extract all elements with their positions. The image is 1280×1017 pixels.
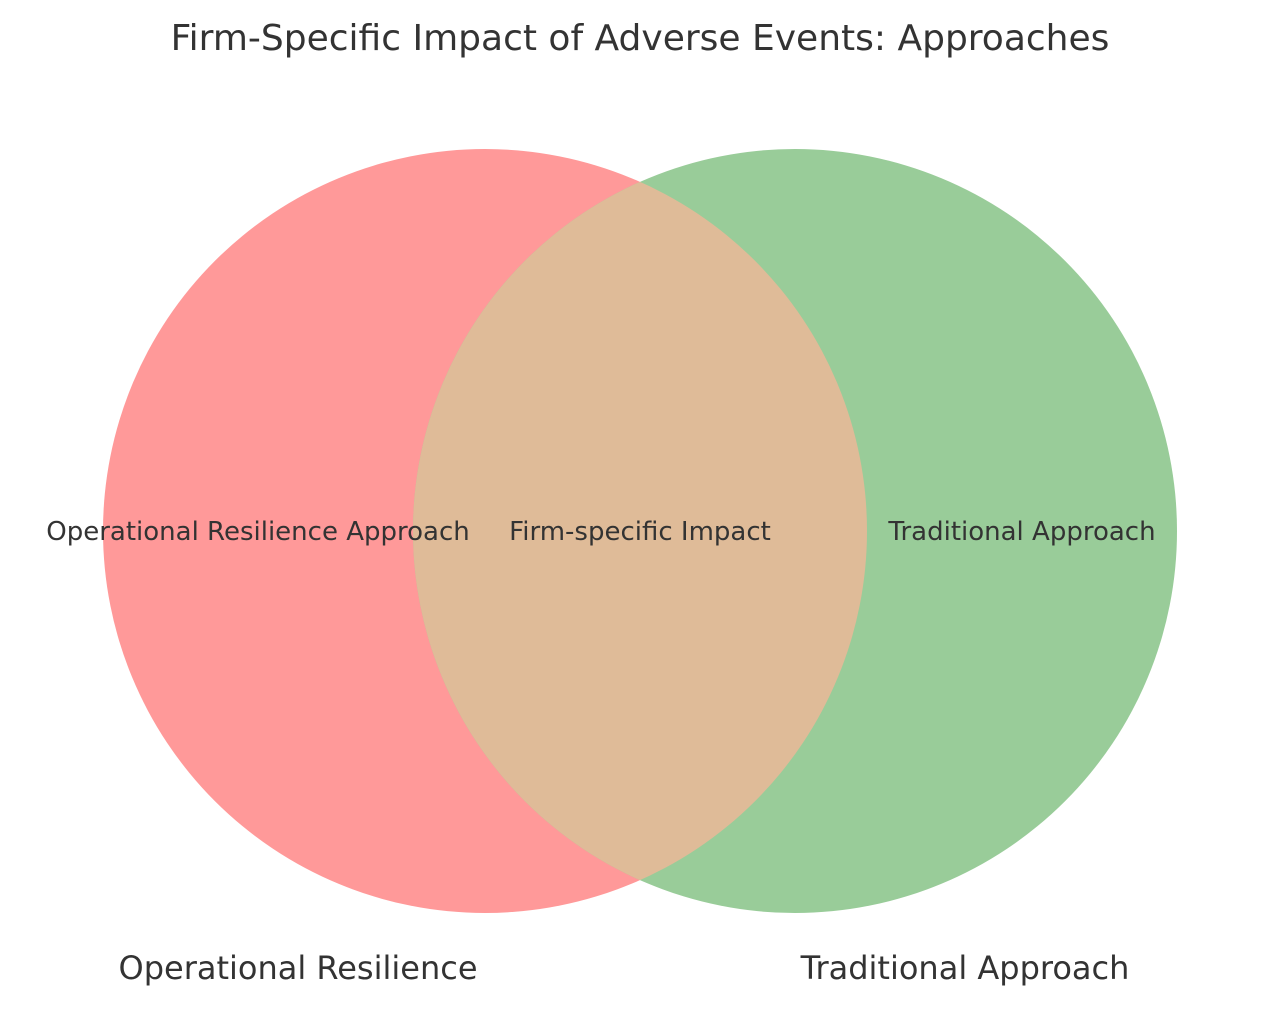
intersection-region-label: Firm-specific Impact [509, 517, 771, 547]
operational-resilience-set-label: Operational Resilience [119, 949, 478, 987]
traditional-approach-region-label: Traditional Approach [887, 517, 1155, 547]
operational-resilience-region-label: Operational Resilience Approach [46, 517, 469, 547]
traditional-approach-set-label: Traditional Approach [800, 949, 1130, 987]
diagram-title: Firm-Specific Impact of Adverse Events: … [171, 18, 1110, 59]
intersection-region [413, 149, 867, 913]
